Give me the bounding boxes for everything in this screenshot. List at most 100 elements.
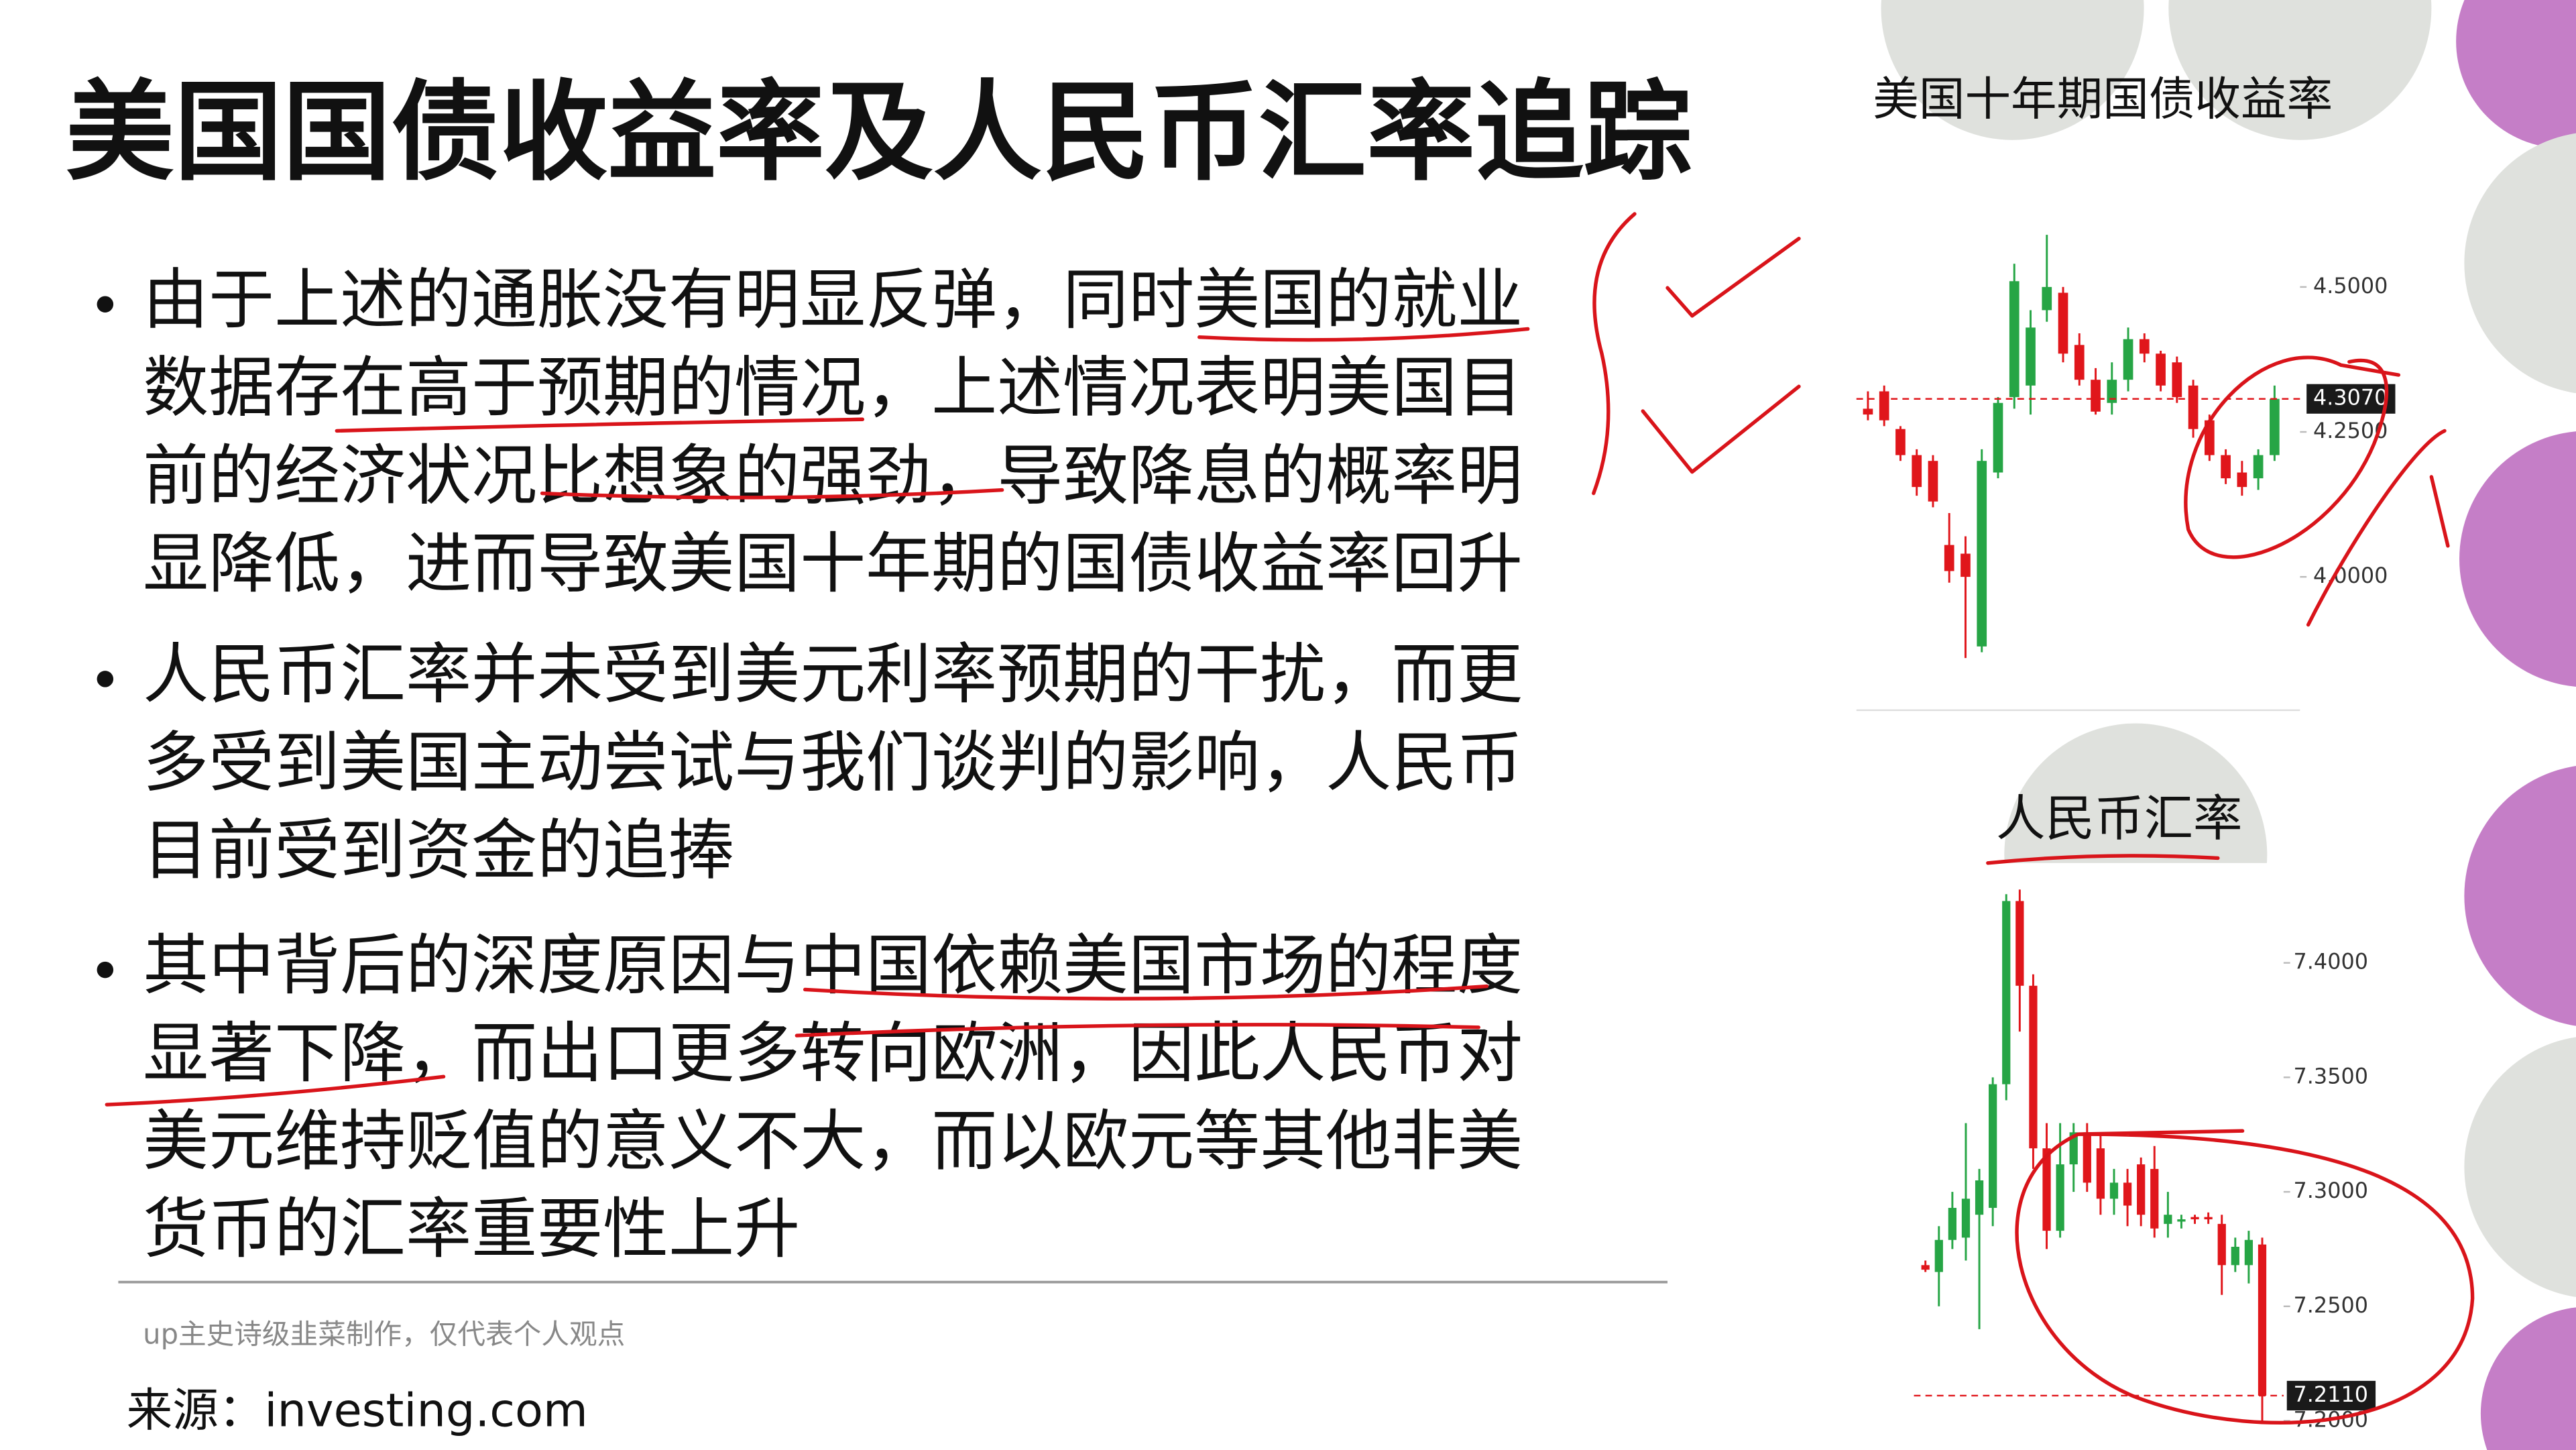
candle-body: [1921, 1265, 1930, 1270]
decor-circle: [2464, 766, 2576, 1026]
y-tick-label: 7.3000: [2294, 1178, 2368, 1203]
candle-body: [2188, 385, 2199, 429]
decor-circle: [1881, 0, 2144, 140]
candle-body: [2056, 1164, 2064, 1231]
candle-body: [1879, 391, 1889, 421]
bullet-dot: [97, 671, 114, 687]
candle-body: [2258, 1244, 2267, 1396]
annotation: [540, 488, 1004, 500]
candle-body: [2231, 1247, 2239, 1266]
candle-body: [2237, 472, 2247, 488]
candle-body: [1948, 1207, 1957, 1240]
candle-body: [2074, 345, 2085, 380]
candle-body: [1989, 1084, 1997, 1208]
candle-body: [2042, 1148, 2051, 1231]
footnote: up主史诗级韭菜制作，仅代表个人观点: [143, 1317, 625, 1350]
candle-body: [2172, 362, 2182, 398]
y-tick-label: 4.5000: [2313, 273, 2388, 298]
candle-body: [2244, 1239, 2253, 1266]
annotation: [1592, 212, 1637, 496]
bullet-line: 多受到美国主动尝试与我们谈判的影响，人民币: [143, 724, 1523, 801]
candle-body: [2109, 1182, 2119, 1199]
candle-body: [1977, 461, 1987, 647]
chart-title: 人民币汇率: [1996, 791, 2242, 848]
annotation: [1197, 327, 1530, 342]
candle-body: [2190, 1217, 2199, 1220]
candle-body: [2083, 1132, 2091, 1183]
candle-body: [1993, 402, 2003, 473]
candle-body: [2026, 327, 2036, 386]
candle-body: [1928, 461, 1938, 502]
last-value-label: 7.2110: [2294, 1382, 2368, 1407]
source: 来源：investing.com: [127, 1384, 588, 1438]
bullet-line: 货币的汇率重要性上升: [143, 1191, 800, 1268]
candle-body: [2069, 1132, 2078, 1165]
annotation: [105, 1074, 446, 1107]
bullet-line: 数据存在高于预期的情况，上述情况表明美国目: [143, 350, 1523, 427]
last-value-box: [2286, 1380, 2376, 1410]
candle-body: [2177, 1219, 2186, 1222]
candle-body: [2156, 353, 2166, 386]
candle-body: [1863, 408, 1873, 415]
candle-body: [2058, 292, 2068, 354]
annotation: [803, 984, 1489, 1001]
candle-body: [2042, 286, 2052, 311]
y-tick-label: 7.4000: [2294, 949, 2368, 974]
bullet-line: 由于上述的通胀没有明显反弹，同时美国的就业: [143, 262, 1523, 339]
candle-body: [2009, 281, 2019, 398]
candle-body: [1944, 545, 1954, 571]
bullet-list: 由于上述的通胀没有明显反弹，同时美国的就业数据存在高于预期的情况，上述情况表明美…: [97, 262, 1523, 1268]
candle-body: [2217, 1223, 2226, 1266]
charts: 美国十年期国债收益率4.00004.25004.50004.3070人民币汇率7…: [1856, 72, 2396, 1433]
annotation: [2184, 355, 2401, 559]
last-value-box: [2306, 384, 2396, 414]
chart-panel: [1848, 180, 2358, 724]
candle-body: [2137, 1164, 2146, 1215]
bullet-line: 显降低，进而导致美国十年期的国债收益率回升: [143, 526, 1523, 602]
decor-circle: [2464, 133, 2576, 394]
candle-body: [2270, 398, 2280, 455]
y-tick-label: 7.2500: [2294, 1292, 2368, 1318]
last-value-label: 4.3070: [2313, 385, 2388, 410]
bullet-dot: [97, 961, 114, 979]
candle-body: [2253, 455, 2264, 479]
annotations: [105, 212, 2475, 1425]
bullet-dot: [97, 296, 114, 313]
candle-body: [2123, 339, 2133, 380]
annotation: [795, 1023, 1480, 1038]
decor-circle: [2168, 0, 2432, 140]
bullet-line: 目前受到资金的追捧: [143, 812, 734, 889]
annotation: [1986, 854, 2220, 865]
candle-body: [2221, 455, 2231, 479]
candle-body: [2029, 985, 2038, 1149]
candle-body: [2107, 380, 2117, 403]
y-tick-label: 7.3500: [2294, 1063, 2368, 1089]
decor-circle: [2459, 431, 2576, 687]
annotation: [1665, 237, 1801, 318]
bullet-line: 前的经济状况比想象的强劲，导致降息的概率明: [143, 438, 1523, 514]
decor-circle: [2480, 1307, 2576, 1450]
candle-body: [1961, 1198, 1971, 1238]
candle-body: [1895, 429, 1906, 455]
chart-title: 美国十年期国债收益率: [1873, 72, 2333, 126]
candle-body: [2015, 901, 2024, 986]
candle-body: [1934, 1239, 1943, 1272]
candle-body: [2139, 339, 2150, 354]
bullet-line: 显著下降，而出口更多转向欧洲，因此人民币对: [143, 1015, 1523, 1092]
candle-body: [2150, 1168, 2159, 1229]
annotation: [1641, 384, 1801, 474]
annotation: [2306, 429, 2450, 627]
decor-circle: [2456, 0, 2576, 148]
candle-body: [2002, 901, 2011, 1084]
candle-body: [2096, 1148, 2105, 1199]
y-tick-label: 4.0000: [2313, 563, 2388, 588]
candle-body: [2091, 380, 2101, 412]
candle-body: [1975, 1180, 1984, 1215]
candle-body: [1912, 455, 1922, 488]
annotation: [335, 417, 865, 433]
slide-title: 美国国债收益率及人民币汇率追踪: [66, 70, 1692, 196]
decor-circle: [2464, 1037, 2576, 1297]
annotation: [2015, 1129, 2475, 1425]
